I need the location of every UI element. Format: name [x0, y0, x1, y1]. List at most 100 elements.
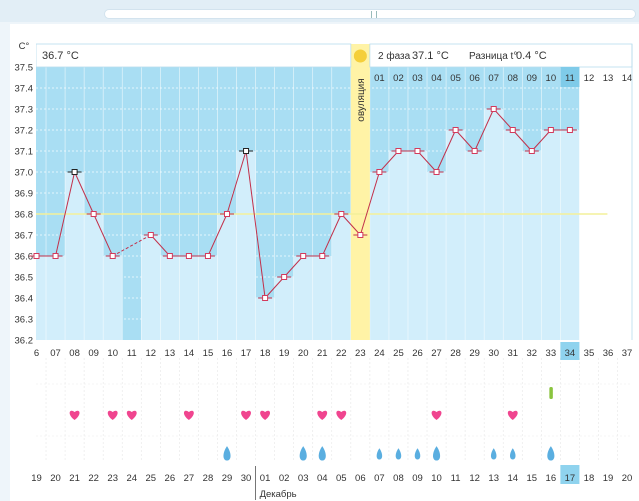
temp-bar	[84, 214, 104, 340]
phase2-day: 14	[622, 73, 633, 84]
drop-icon	[223, 446, 231, 461]
temp-line-segment	[283, 255, 304, 278]
y-axis-label: C°	[19, 41, 30, 52]
date-label: 28	[203, 473, 214, 484]
heart-icon	[336, 410, 347, 420]
temp-bar	[141, 235, 161, 340]
cycle-day-label: 10	[107, 348, 118, 359]
y-tick-label: 37.4	[15, 84, 34, 95]
date-label: 07	[374, 473, 385, 484]
date-label: 01	[260, 473, 271, 484]
cycle-day-label: 13	[165, 348, 176, 359]
sun-icon	[353, 49, 367, 63]
cycle-day-label: 11	[127, 348, 137, 359]
temp-line-segment	[512, 129, 533, 152]
temp-point[interactable]	[166, 253, 173, 259]
temp-point[interactable]	[547, 127, 554, 133]
temp-point[interactable]	[109, 253, 116, 259]
temp-point[interactable]	[433, 169, 440, 175]
phase2-day: 08	[507, 73, 518, 84]
temp-point[interactable]	[281, 274, 288, 280]
temp-line-segment	[93, 213, 114, 257]
temp-point[interactable]	[509, 127, 516, 133]
temp-line-segment	[474, 108, 495, 152]
date-label: 19	[603, 473, 614, 484]
date-label: 13	[488, 473, 499, 484]
phase2-day: 01	[374, 73, 385, 84]
temp-point[interactable]	[204, 253, 211, 259]
temp-point[interactable]	[147, 232, 154, 238]
temp-point[interactable]	[357, 232, 364, 238]
temp-point[interactable]	[224, 211, 230, 217]
drop-icon	[509, 448, 516, 460]
drop-icon	[490, 448, 497, 460]
temp-point[interactable]	[243, 148, 250, 154]
phase2-day: 02	[393, 73, 404, 84]
temp-bar	[541, 130, 561, 340]
temp-bar	[179, 256, 199, 340]
temp-bar	[503, 130, 523, 340]
temp-line-segment	[207, 213, 228, 257]
cycle-day-label: 07	[50, 348, 61, 359]
current-date-highlight	[560, 465, 580, 484]
temp-point[interactable]	[528, 148, 535, 154]
cycle-day-label: 09	[88, 348, 99, 359]
post-cycle-area	[579, 67, 632, 340]
phase2-day: 06	[469, 73, 480, 84]
temp-point[interactable]	[52, 253, 59, 259]
temp-point[interactable]	[395, 148, 402, 154]
horizontal-scrollbar[interactable]	[0, 0, 639, 22]
ovulation-label: овуляция	[356, 78, 367, 121]
temp-bar	[312, 256, 332, 340]
heart-icon	[431, 410, 442, 420]
cycle-day-label: 33	[546, 348, 557, 359]
temp-point[interactable]	[566, 127, 573, 133]
temp-bar	[160, 256, 180, 340]
temp-point[interactable]	[71, 169, 78, 175]
date-label: 20	[50, 473, 61, 484]
temp-line-segment	[417, 150, 437, 173]
temp-point[interactable]	[262, 295, 269, 301]
temp-bar	[274, 277, 294, 340]
date-label: 04	[317, 473, 328, 484]
temp-line-segment	[359, 171, 380, 236]
date-label: 18	[584, 473, 595, 484]
cycle-day-label: 32	[527, 348, 538, 359]
phase2-day: 04	[431, 73, 442, 84]
temp-point[interactable]	[300, 253, 307, 259]
heart-icon	[260, 410, 271, 420]
temp-point[interactable]	[471, 148, 478, 154]
temp-line-segment	[340, 213, 361, 236]
y-tick-label: 37.3	[15, 105, 34, 116]
chart-panel: овуляция 36.7 °C 2 фаза 37.1 °C Разница t° 0.…	[10, 24, 639, 501]
temp-bar	[65, 172, 85, 340]
temp-point[interactable]	[185, 253, 192, 259]
date-label: 22	[88, 473, 99, 484]
temp-point[interactable]	[376, 169, 383, 175]
temp-point[interactable]	[452, 127, 459, 133]
temp-point[interactable]	[490, 106, 497, 112]
date-label: 19	[31, 473, 42, 484]
bbt-chart: овуляция 36.7 °C 2 фаза 37.1 °C Разница t°0.…	[10, 24, 633, 500]
scrollbar-thumb[interactable]	[104, 9, 636, 19]
phase2-day: 12	[584, 73, 595, 84]
temp-point[interactable]	[33, 253, 40, 259]
cycle-day-label: 20	[298, 348, 309, 359]
phase2-day: 11	[565, 73, 575, 84]
cycle-day-label: 35	[584, 348, 595, 359]
temp-bar	[369, 172, 389, 340]
date-label: 02	[279, 473, 290, 484]
scrollbar-grip-icon	[371, 11, 377, 18]
y-tick-label: 36.8	[15, 210, 34, 221]
temp-point[interactable]	[90, 211, 97, 217]
temp-bar	[198, 256, 218, 340]
date-label: 27	[184, 473, 195, 484]
y-tick-label: 36.3	[15, 315, 34, 326]
date-label: 12	[469, 473, 480, 484]
date-label: 30	[241, 473, 252, 484]
temp-point[interactable]	[414, 148, 421, 154]
temp-point[interactable]	[338, 211, 345, 217]
cycle-day-label: 31	[507, 348, 518, 359]
temp-point[interactable]	[319, 253, 326, 259]
date-label: 24	[126, 473, 137, 484]
